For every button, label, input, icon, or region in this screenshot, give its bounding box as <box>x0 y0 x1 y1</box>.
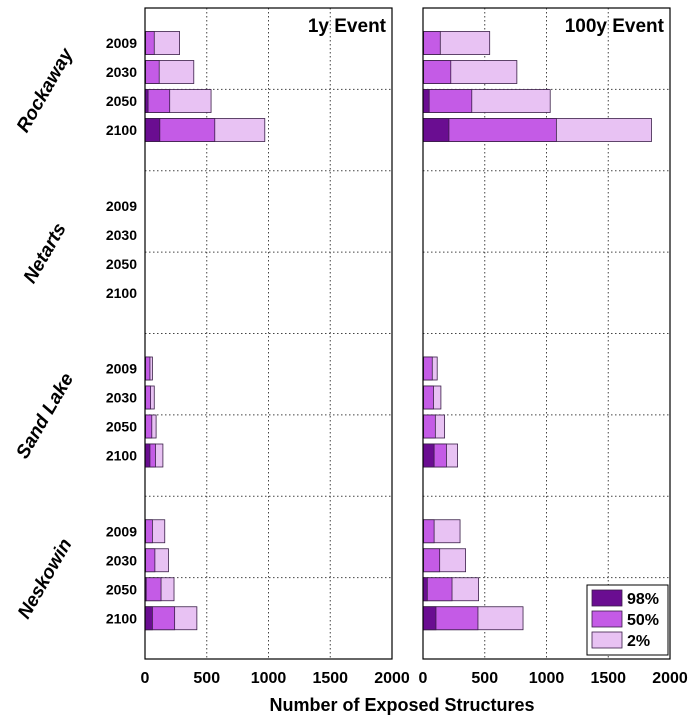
bar-neskowin-2100-98pct <box>422 606 437 631</box>
bar-neskowin-2030-50pct <box>144 548 156 573</box>
legend-label: 98% <box>627 591 659 608</box>
bar-rockaway-2100-98pct <box>144 118 161 142</box>
x-tick-label: 2000 <box>374 670 410 687</box>
x-tick-label: 1500 <box>590 670 626 687</box>
site-label: Sand Lake <box>12 369 78 462</box>
legend-swatch <box>591 589 623 607</box>
bar-sand-lake-2100-98pct <box>422 443 435 468</box>
bar-rockaway-2050-50pct <box>422 89 473 113</box>
y-tick-label-year: 2050 <box>106 419 137 435</box>
site-label: Netarts <box>20 220 71 287</box>
y-tick-label-year: 2030 <box>106 227 137 243</box>
x-tick-label: 500 <box>471 670 498 687</box>
y-tick-label-year: 2100 <box>106 285 137 301</box>
bar-neskowin-2100-98pct <box>144 606 153 631</box>
bar-rockaway-2050-98pct <box>422 89 430 113</box>
y-tick-label-year: 2030 <box>106 64 137 80</box>
bar-rockaway-2030-50pct <box>422 60 452 84</box>
panel-title: 100y Event <box>565 16 665 37</box>
site-label: Rockaway <box>13 44 78 136</box>
y-tick-label-year: 2009 <box>106 198 137 214</box>
bar-rockaway-2100-98pct <box>422 118 450 142</box>
bar-neskowin-2030-50pct <box>422 548 441 573</box>
y-tick-label-year: 2100 <box>106 448 137 464</box>
legend-swatch <box>591 631 623 649</box>
legend-label: 2% <box>627 633 650 650</box>
y-tick-label-year: 2050 <box>106 93 137 109</box>
y-tick-label-year: 2100 <box>106 610 137 626</box>
x-tick-label: 1500 <box>312 670 348 687</box>
site-label: Neskowin <box>14 535 77 622</box>
bar-neskowin-2009-50pct <box>144 519 153 544</box>
bar-sand-lake-2050-50pct <box>422 414 436 439</box>
x-tick-label: 500 <box>193 670 220 687</box>
y-tick-label-year: 2100 <box>106 122 137 138</box>
bar-rockaway-2050-50pct <box>144 89 171 113</box>
x-tick-label: 2000 <box>652 670 688 687</box>
legend-swatch <box>591 610 623 628</box>
y-tick-label-year: 2050 <box>106 581 137 597</box>
y-tick-label-year: 2009 <box>106 523 137 539</box>
bar-sand-lake-2009-50pct <box>422 356 433 381</box>
y-tick-label-year: 2009 <box>106 361 137 377</box>
panel-title: 1y Event <box>308 16 387 37</box>
panel-frame <box>144 7 393 660</box>
y-tick-label-year: 2050 <box>106 256 137 272</box>
bar-rockaway-2009-50pct <box>144 31 155 55</box>
bar-rockaway-2030-50pct <box>144 60 160 84</box>
x-tick-label: 0 <box>141 670 150 687</box>
panel-frame <box>422 7 671 660</box>
bar-neskowin-2050-50pct <box>144 577 162 602</box>
x-axis-label: Number of Exposed Structures <box>269 695 534 715</box>
x-tick-label: 0 <box>419 670 428 687</box>
y-tick-label-year: 2030 <box>106 552 137 568</box>
y-tick-label-year: 2009 <box>106 35 137 51</box>
bar-rockaway-2009-50pct <box>422 31 441 55</box>
x-tick-label: 1000 <box>529 670 565 687</box>
bar-sand-lake-2100-98pct <box>144 443 151 468</box>
bar-neskowin-2009-50pct <box>422 519 435 544</box>
bar-sand-lake-2030-50pct <box>422 385 434 410</box>
bar-sand-lake-2050-50pct <box>144 414 153 439</box>
legend-label: 50% <box>627 612 659 629</box>
y-tick-label-year: 2030 <box>106 390 137 406</box>
x-tick-label: 1000 <box>251 670 287 687</box>
bar-neskowin-2050-98pct <box>422 577 428 602</box>
